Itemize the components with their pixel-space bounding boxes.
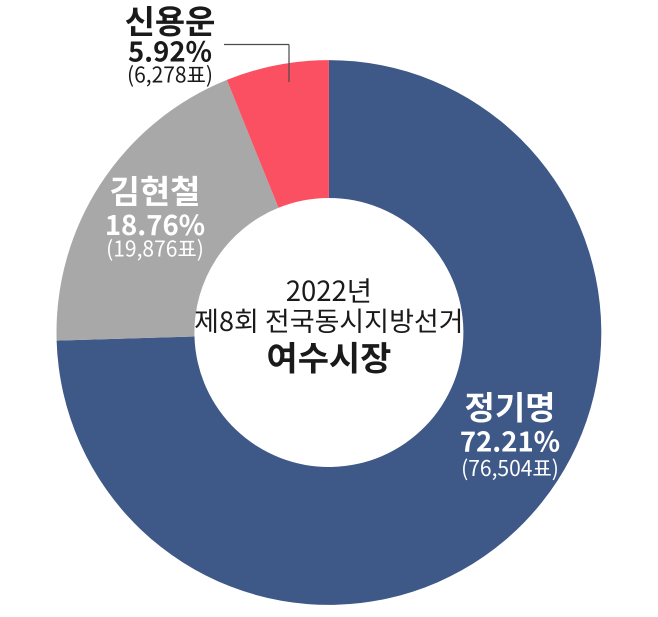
svg-text:(76,504표): (76,504표): [461, 453, 559, 483]
svg-text:(19,876표): (19,876표): [106, 234, 204, 264]
svg-text:여수시장: 여수시장: [266, 331, 391, 380]
svg-text:(6,278표): (6,278표): [127, 59, 213, 89]
